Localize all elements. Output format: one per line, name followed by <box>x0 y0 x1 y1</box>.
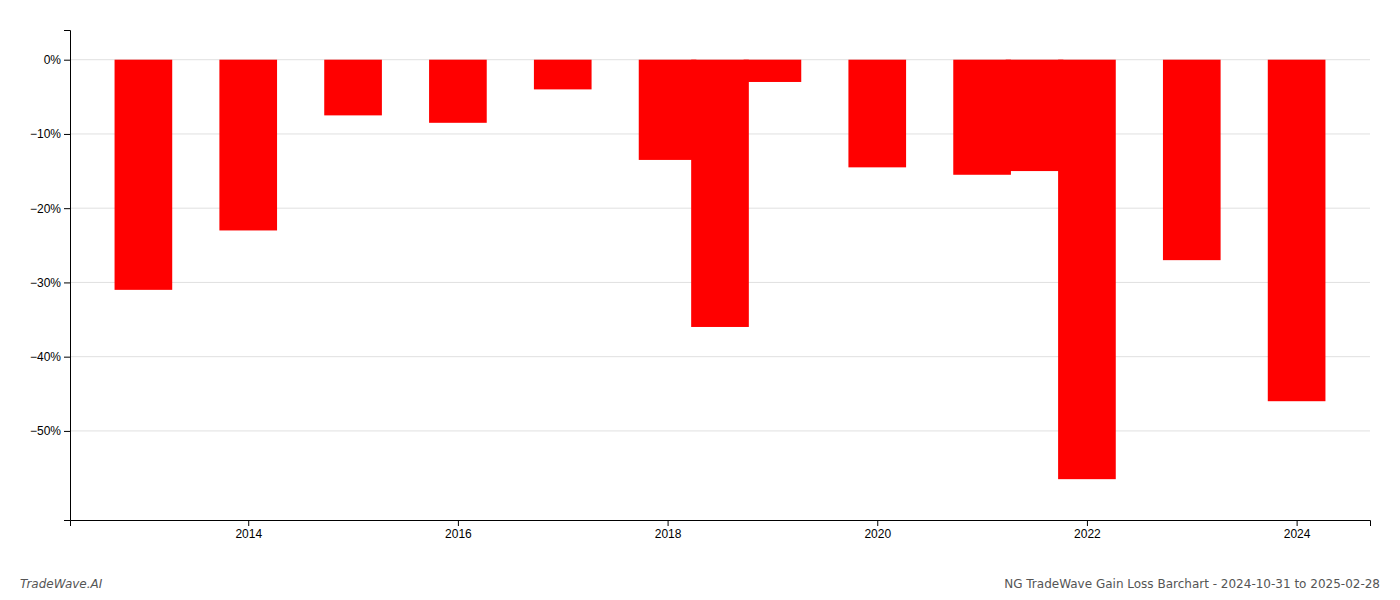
x-tick-mark <box>1087 520 1088 526</box>
y-tick-mark <box>64 431 70 432</box>
y-tick: −10% <box>30 127 70 141</box>
grid-line <box>70 430 1370 431</box>
bar <box>1163 60 1221 260</box>
x-tick-label: 2014 <box>235 527 262 541</box>
bar <box>953 60 1011 175</box>
y-tick: −20% <box>30 202 70 216</box>
x-tick: 2022 <box>1074 520 1101 541</box>
bar <box>219 60 277 231</box>
x-tick-mark <box>877 520 878 526</box>
x-tick: 2024 <box>1284 520 1311 541</box>
bar <box>429 60 487 123</box>
y-tick-mark <box>64 357 70 358</box>
x-tick-label: 2022 <box>1074 527 1101 541</box>
x-tick: 2014 <box>235 520 262 541</box>
grid <box>70 60 1370 431</box>
y-tick-label: −50% <box>30 424 61 438</box>
x-axis: 2014 2016 2018 2020 2022 2024 <box>71 520 1371 541</box>
bar <box>534 60 592 90</box>
x-tick-mark <box>1297 520 1298 526</box>
y-tick-label: 0% <box>44 53 62 67</box>
chart: 2014 2016 2018 2020 2022 2024 0% −10% −20% −30% −4… <box>0 0 1400 600</box>
x-tick-mark <box>248 520 249 526</box>
bar <box>1268 60 1326 402</box>
y-tick-mark <box>64 282 70 283</box>
y-tick-mark <box>64 134 70 135</box>
y-axis-line <box>64 31 71 521</box>
bar <box>1058 60 1116 479</box>
bar <box>639 60 697 160</box>
x-tick: 2020 <box>864 520 891 541</box>
bars <box>115 60 1326 479</box>
y-tick: −30% <box>30 276 70 290</box>
footer-left: TradeWave.AI <box>20 577 103 591</box>
y-tick-label: −20% <box>30 202 61 216</box>
bar <box>848 60 906 168</box>
bar <box>744 60 802 82</box>
y-tick-mark <box>64 208 70 209</box>
x-tick-mark <box>458 520 459 526</box>
bar <box>115 60 173 290</box>
x-tick: 2016 <box>445 520 472 541</box>
y-tick-mark <box>64 60 70 61</box>
y-tick: −50% <box>30 424 70 438</box>
x-axis-line <box>71 521 1371 527</box>
grid-line <box>70 356 1370 357</box>
bar <box>691 60 749 327</box>
x-tick: 2018 <box>655 520 682 541</box>
bar <box>1006 60 1064 171</box>
y-axis: 0% −10% −20% −30% −40% −50% <box>30 31 71 521</box>
x-tick-mark <box>668 520 669 526</box>
y-tick-label: −30% <box>30 276 61 290</box>
x-tick-label: 2020 <box>864 527 891 541</box>
bar <box>324 60 382 116</box>
y-tick-label: −40% <box>30 350 61 364</box>
y-tick-label: −10% <box>30 127 61 141</box>
footer-right: NG TradeWave Gain Loss Barchart - 2024-1… <box>1004 577 1380 591</box>
x-tick-label: 2016 <box>445 527 472 541</box>
x-tick-label: 2024 <box>1284 527 1311 541</box>
y-tick: −40% <box>30 350 70 364</box>
y-tick: 0% <box>44 53 70 67</box>
x-tick-label: 2018 <box>655 527 682 541</box>
